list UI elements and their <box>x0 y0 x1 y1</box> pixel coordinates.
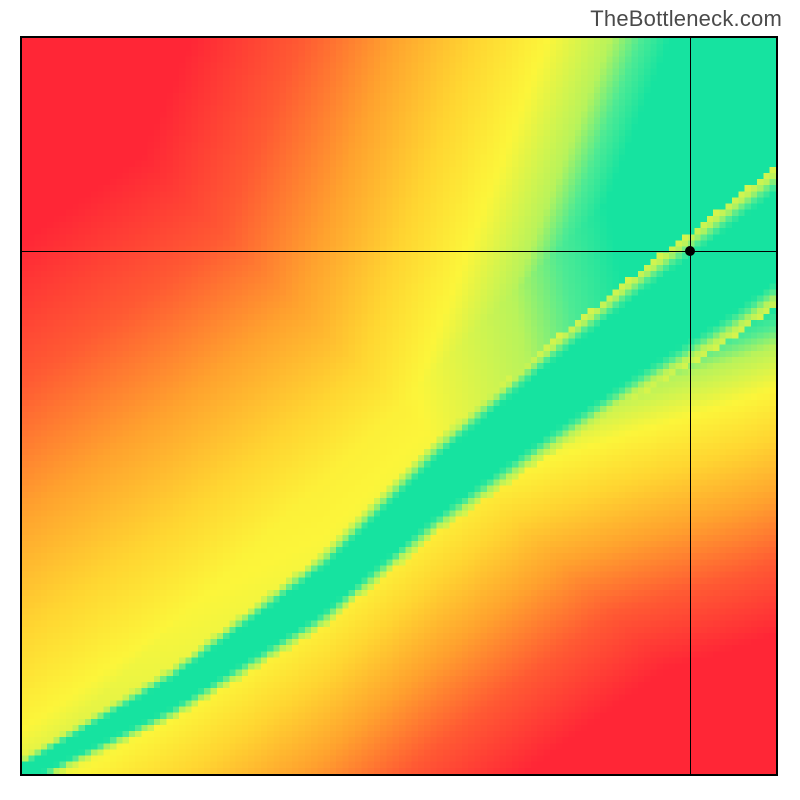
heatmap-canvas <box>22 38 776 774</box>
selection-marker <box>685 246 695 256</box>
crosshair-horizontal-line <box>22 251 776 252</box>
chart-container: TheBottleneck.com <box>0 0 800 800</box>
crosshair-vertical-line <box>690 38 691 774</box>
watermark-text: TheBottleneck.com <box>590 6 782 32</box>
heatmap-plot-area <box>20 36 778 776</box>
